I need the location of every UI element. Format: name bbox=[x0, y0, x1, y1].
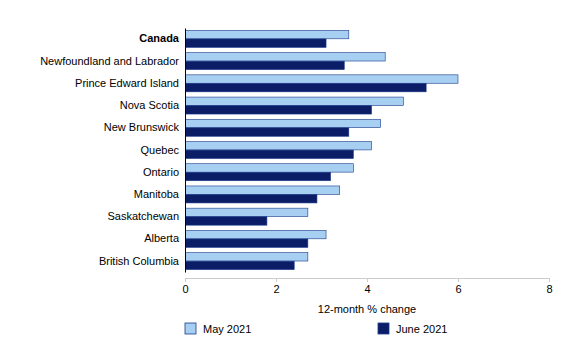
x-tick: 6 bbox=[455, 278, 461, 295]
y-tick: New Brunswick bbox=[104, 121, 185, 133]
y-tick-label: Prince Edward Island bbox=[75, 77, 179, 89]
y-tick-label: Newfoundland and Labrador bbox=[40, 55, 179, 67]
y-tick-label: Saskatchewan bbox=[107, 210, 179, 222]
x-tick: 0 bbox=[182, 278, 188, 295]
y-tick: Saskatchewan bbox=[107, 210, 185, 222]
bar bbox=[185, 195, 317, 203]
y-tick-label: New Brunswick bbox=[104, 121, 180, 133]
x-tick-mark bbox=[276, 278, 277, 282]
y-tick: Manitoba bbox=[134, 188, 185, 200]
x-tick-label: 8 bbox=[546, 283, 552, 295]
bar bbox=[185, 230, 326, 238]
y-tick: Newfoundland and Labrador bbox=[40, 55, 185, 67]
bar bbox=[185, 261, 294, 269]
x-tick-label: 2 bbox=[273, 283, 279, 295]
bar bbox=[185, 39, 326, 47]
bar bbox=[185, 83, 426, 91]
x-tick-mark bbox=[185, 278, 186, 282]
bar bbox=[185, 128, 349, 136]
bar bbox=[185, 239, 308, 247]
y-tick-label: British Columbia bbox=[99, 255, 180, 267]
x-tick: 8 bbox=[546, 278, 552, 295]
y-tick: Quebec bbox=[140, 144, 185, 156]
bar bbox=[185, 142, 372, 150]
legend-item: June 2021 bbox=[378, 323, 447, 335]
legend-label: May 2021 bbox=[203, 323, 251, 335]
y-tick-label: Alberta bbox=[144, 232, 180, 244]
x-tick-mark bbox=[367, 278, 368, 282]
y-tick: Ontario bbox=[143, 166, 185, 178]
bar bbox=[185, 53, 385, 61]
bar bbox=[185, 208, 308, 216]
y-tick-label: Canada bbox=[139, 32, 180, 44]
bar bbox=[185, 253, 308, 261]
x-tick: 2 bbox=[273, 278, 279, 295]
y-tick: Canada bbox=[139, 32, 185, 44]
x-axis: 0 2 4 6 8 bbox=[182, 278, 552, 295]
x-axis-title: 12-month % change bbox=[318, 303, 416, 315]
bar bbox=[185, 150, 353, 158]
y-tick-label: Ontario bbox=[143, 166, 179, 178]
bar bbox=[185, 75, 458, 83]
bar bbox=[185, 186, 340, 194]
y-tick: Nova Scotia bbox=[120, 99, 185, 111]
bar bbox=[185, 97, 403, 105]
bar bbox=[185, 217, 267, 225]
x-tick-label: 4 bbox=[364, 283, 370, 295]
y-tick-label: Quebec bbox=[140, 144, 179, 156]
y-tick: British Columbia bbox=[99, 255, 185, 267]
bar bbox=[185, 119, 381, 127]
bar bbox=[185, 30, 349, 38]
bar bbox=[185, 172, 331, 180]
x-tick-mark bbox=[549, 278, 550, 282]
y-axis-line bbox=[185, 29, 186, 273]
bar bbox=[185, 164, 353, 172]
y-tick-label: Nova Scotia bbox=[120, 99, 180, 111]
legend-label: June 2021 bbox=[396, 323, 447, 335]
y-tick: Prince Edward Island bbox=[75, 77, 185, 89]
x-tick-mark bbox=[458, 278, 459, 282]
chart: 0 2 4 6 8 Canada Newfoundland and Labrador Prin… bbox=[0, 0, 580, 345]
bar bbox=[185, 61, 344, 69]
legend-item: May 2021 bbox=[185, 323, 251, 335]
bars bbox=[185, 30, 458, 269]
legend-swatch bbox=[185, 323, 196, 334]
x-tick-label: 6 bbox=[455, 283, 461, 295]
y-tick: Alberta bbox=[144, 232, 185, 244]
legend-swatch bbox=[378, 323, 389, 334]
plot: 0 2 4 6 8 Canada Newfoundland and Labrador Prin… bbox=[40, 29, 552, 295]
y-axis: Canada Newfoundland and Labrador Prince Ed… bbox=[40, 29, 185, 273]
x-tick: 4 bbox=[364, 278, 370, 295]
y-tick-label: Manitoba bbox=[134, 188, 180, 200]
legend: May 2021 June 2021 bbox=[185, 323, 447, 335]
x-tick-label: 0 bbox=[182, 283, 188, 295]
bar bbox=[185, 106, 372, 114]
x-axis-line bbox=[186, 279, 550, 283]
